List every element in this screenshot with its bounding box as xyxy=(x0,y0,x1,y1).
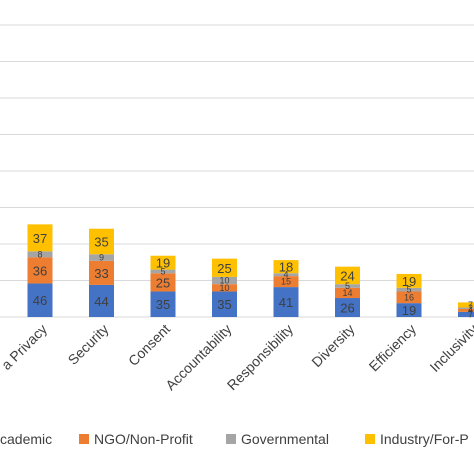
data-label: 5 xyxy=(345,281,350,291)
x-tick-label: Inclusivity xyxy=(426,321,474,375)
data-label: 26 xyxy=(340,301,354,316)
bar-segment[interactable] xyxy=(335,287,360,299)
bar-segment[interactable] xyxy=(89,284,114,317)
bars xyxy=(27,224,474,317)
data-label: 33 xyxy=(94,266,108,281)
data-label: 36 xyxy=(33,263,47,278)
x-tick-label: Diversity xyxy=(308,321,357,370)
bar-segment[interactable] xyxy=(458,302,474,308)
data-label: 8 xyxy=(37,249,42,259)
data-label: 37 xyxy=(33,231,47,246)
data-labels: 4636837443393535255193510102541154182614… xyxy=(33,231,473,320)
bar-segment[interactable] xyxy=(150,273,176,292)
bar-segment[interactable] xyxy=(150,291,176,317)
data-label: 10 xyxy=(219,276,229,286)
legend-swatch-industry xyxy=(365,434,375,444)
data-label: 5 xyxy=(160,266,165,276)
bar-segment[interactable] xyxy=(89,228,114,255)
data-label: 4 xyxy=(283,270,288,280)
data-label: 46 xyxy=(33,293,47,308)
data-label: 15 xyxy=(281,277,291,287)
bar-segment[interactable] xyxy=(335,298,360,317)
x-tick-labels: a Privacy Security ConsentAccountabilityRe… xyxy=(0,321,474,393)
x-tick-label: Consent xyxy=(125,321,173,369)
bar-segment[interactable] xyxy=(27,257,53,284)
gridlines xyxy=(0,24,474,318)
data-label: 18 xyxy=(279,260,293,275)
bar-segment[interactable] xyxy=(212,258,237,277)
legend-label-governmental: Governmental xyxy=(241,431,329,447)
bar-segment[interactable] xyxy=(396,303,422,317)
bar-segment[interactable] xyxy=(273,273,299,277)
bar-segment[interactable] xyxy=(89,260,114,285)
bar-segment[interactable] xyxy=(335,284,360,288)
data-label: 19 xyxy=(402,303,416,318)
legend-swatch-ngo xyxy=(79,434,89,444)
data-label: 10 xyxy=(219,283,229,293)
bar-segment[interactable] xyxy=(27,224,53,252)
bar-segment[interactable] xyxy=(396,273,422,288)
bar-segment[interactable] xyxy=(458,308,474,312)
bar-segment[interactable] xyxy=(335,266,360,285)
data-label: 7 xyxy=(468,300,473,310)
legend-label-ngo: NGO/Non-Profit xyxy=(94,431,193,447)
data-label: 25 xyxy=(156,275,170,290)
data-label: 14 xyxy=(342,288,352,298)
data-label: 5 xyxy=(406,285,411,295)
legend-label-academic: cademic xyxy=(0,431,53,447)
bar-segment[interactable] xyxy=(212,291,237,317)
data-label: 7 xyxy=(468,309,473,319)
data-label: 41 xyxy=(279,295,293,310)
data-label: 9 xyxy=(99,253,104,263)
data-label: 19 xyxy=(156,256,170,271)
bar-segment[interactable] xyxy=(150,255,176,270)
bar-segment[interactable] xyxy=(396,291,422,304)
data-label: 24 xyxy=(340,268,354,283)
x-tick-label: Efficiency xyxy=(366,321,420,375)
legend-swatch-governmental xyxy=(226,434,236,444)
legend-label-industry: Industry/For-P xyxy=(380,431,469,447)
data-label: 19 xyxy=(402,274,416,289)
data-label: 16 xyxy=(404,292,414,302)
x-tick-label: Responsibility xyxy=(224,321,296,393)
data-label: 2 xyxy=(468,303,473,313)
bar-segment[interactable] xyxy=(212,284,237,292)
bar-segment[interactable] xyxy=(273,260,299,274)
bar-segment[interactable] xyxy=(458,307,474,309)
data-label: 44 xyxy=(94,294,108,309)
data-label: 4 xyxy=(468,305,473,315)
data-label: 25 xyxy=(217,261,231,276)
data-label: 35 xyxy=(156,297,170,312)
data-label: 35 xyxy=(94,235,108,250)
bar-segment[interactable] xyxy=(273,287,299,317)
bar-segment[interactable] xyxy=(396,287,422,292)
x-tick-label: Security xyxy=(65,321,112,368)
bar-segment[interactable] xyxy=(212,276,237,285)
bar-segment[interactable] xyxy=(27,283,53,317)
bar-segment[interactable] xyxy=(273,276,299,288)
bar-segment[interactable] xyxy=(89,254,114,261)
x-tick-label: a Privacy xyxy=(0,321,50,373)
bar-segment[interactable] xyxy=(458,311,474,317)
bar-segment[interactable] xyxy=(27,251,53,258)
legend: cademic NGO/Non-Profit Governmental Indu… xyxy=(0,428,474,450)
bar-segment[interactable] xyxy=(150,269,176,274)
data-label: 35 xyxy=(217,297,231,312)
